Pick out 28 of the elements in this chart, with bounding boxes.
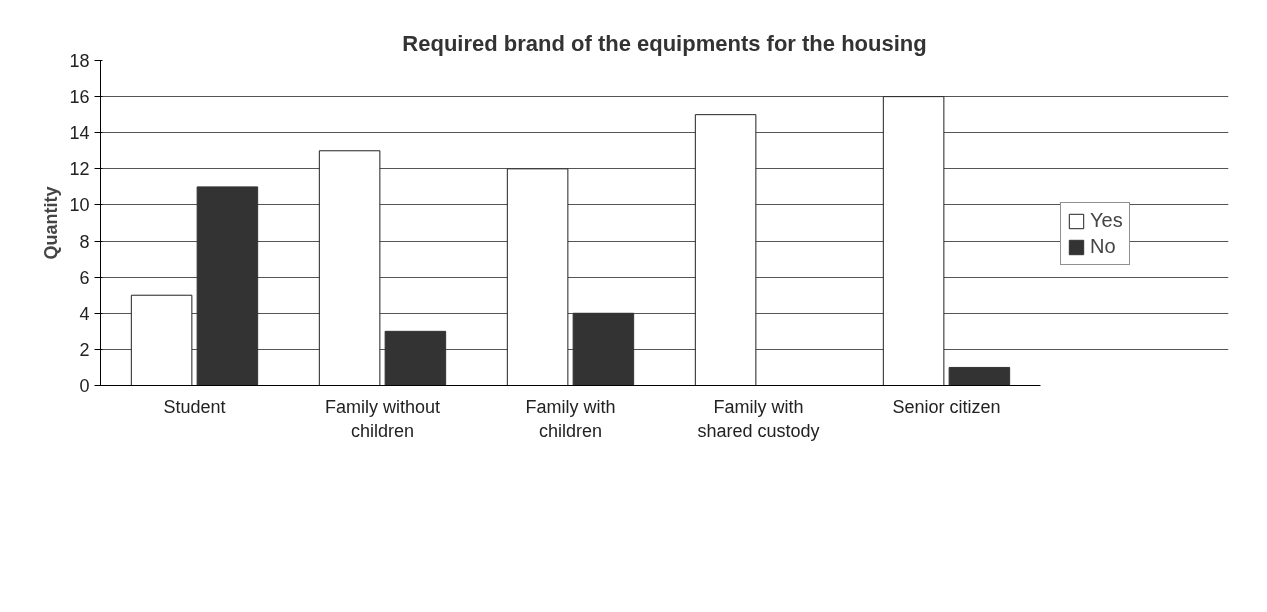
x-tick-label: Senior citizen	[892, 396, 1001, 417]
x-tick-label: Family with shared custody	[697, 396, 820, 441]
legend-label: Yes	[1090, 209, 1123, 232]
y-tick-label: 12	[69, 159, 90, 180]
y-tick-label: 4	[79, 303, 90, 324]
x-tick-label: Family without children	[324, 396, 441, 441]
chart-title: Required brand of the equipments for the housing	[402, 30, 927, 56]
y-tick-label: 0	[79, 376, 90, 396]
bar	[130, 294, 193, 386]
y-tick-label: 14	[69, 123, 90, 144]
y-axis-title: Quantity	[41, 186, 62, 260]
bar	[318, 150, 381, 386]
bar	[384, 330, 447, 386]
bar	[882, 96, 945, 386]
bar	[506, 168, 569, 386]
bar	[694, 114, 757, 386]
y-tick-label: 8	[79, 231, 90, 252]
legend-label: No	[1090, 235, 1116, 258]
y-tick-label: 6	[79, 267, 90, 288]
x-tick-label: Family with children	[525, 396, 616, 441]
bar	[196, 186, 259, 386]
y-tick-label: 16	[69, 87, 90, 108]
bar	[948, 366, 1011, 386]
y-tick-label: 10	[69, 195, 90, 216]
y-tick-label: 18	[69, 51, 90, 71]
y-tick-label: 2	[79, 339, 90, 360]
bar	[572, 312, 635, 386]
x-tick-label: Student	[163, 396, 226, 417]
